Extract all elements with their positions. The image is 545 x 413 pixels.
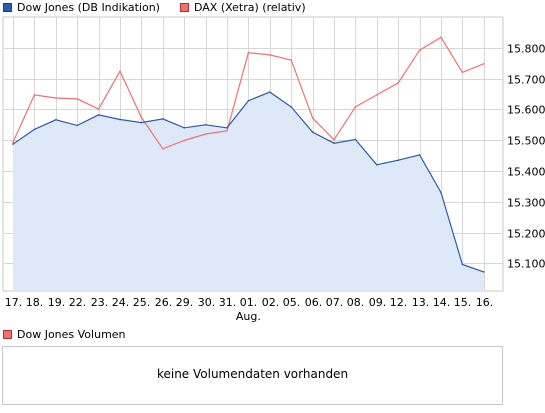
dow-jones-point xyxy=(354,138,357,141)
x-tick-label: 08. xyxy=(347,296,365,309)
y-tick-label: 15.400 xyxy=(507,166,545,179)
dow-jones-point xyxy=(333,142,335,144)
dax-point xyxy=(461,71,464,74)
x-tick-label: 17. xyxy=(5,296,23,309)
legend-swatch-dow-jones xyxy=(3,3,12,12)
dax-point xyxy=(333,139,335,141)
dax-point xyxy=(418,49,421,51)
dax-point xyxy=(354,106,357,108)
legend-label-dow-jones: Dow Jones (DB Indikation) xyxy=(17,1,160,14)
chart-legend: Dow Jones (DB Indikation) DAX (Xetra) (r… xyxy=(0,0,545,16)
dow-jones-point xyxy=(140,121,143,124)
dow-jones-area xyxy=(13,92,484,291)
x-tick-label: 25. xyxy=(133,296,151,309)
x-tick-label: 29. xyxy=(176,296,194,309)
dow-jones-point xyxy=(97,114,100,116)
x-tick-label: 24. xyxy=(112,296,130,309)
dax-point xyxy=(76,98,78,100)
y-tick-label: 15.800 xyxy=(507,43,545,56)
legend-item-dax: DAX (Xetra) (relativ) xyxy=(180,1,306,14)
dax-point xyxy=(311,117,314,119)
dow-jones-point xyxy=(226,127,228,129)
y-tick-label: 15.300 xyxy=(507,197,545,210)
dow-jones-point xyxy=(461,263,464,266)
dax-point xyxy=(440,36,442,39)
x-tick-label: 15. xyxy=(454,296,472,309)
x-tick-label: 09. xyxy=(369,296,387,309)
dow-jones-point xyxy=(418,154,421,156)
dow-jones-point xyxy=(33,128,36,131)
x-tick-label: 30. xyxy=(198,296,216,309)
dow-jones-point xyxy=(290,106,293,108)
dow-jones-point xyxy=(311,131,314,133)
dax-point xyxy=(226,130,228,132)
x-tick-label: 13. xyxy=(412,296,430,309)
dax-point xyxy=(247,51,250,54)
y-tick-label: 15.600 xyxy=(507,104,545,117)
x-tick-label: 12. xyxy=(390,296,408,309)
x-tick-label: 01. xyxy=(240,296,258,309)
dow-jones-point xyxy=(397,159,400,161)
dow-jones-point xyxy=(483,271,485,273)
x-tick-label: 14. xyxy=(433,296,451,309)
volume-panel: keine Volumendaten vorhanden xyxy=(2,346,503,405)
dax-point xyxy=(97,108,100,110)
dax-point xyxy=(376,94,378,96)
dow-jones-point xyxy=(247,99,250,102)
dax-point xyxy=(290,59,293,61)
dax-point xyxy=(119,70,121,72)
dax-point xyxy=(269,54,271,56)
legend-item-dow-jones: Dow Jones (DB Indikation) xyxy=(3,1,160,14)
x-tick-label: 31. xyxy=(219,296,237,309)
x-tick-label: 07. xyxy=(326,296,344,309)
y-tick-label: 15.200 xyxy=(507,228,545,241)
dax-point xyxy=(140,116,143,119)
dow-jones-point xyxy=(162,118,164,120)
dax-point xyxy=(397,82,400,84)
x-tick-label: 06. xyxy=(305,296,323,309)
legend-swatch-volume xyxy=(3,330,12,339)
dow-jones-point xyxy=(183,127,185,129)
volume-legend-label: Dow Jones Volumen xyxy=(17,328,126,341)
x-tick-label: 16. xyxy=(476,296,494,309)
dax-point xyxy=(183,139,185,142)
dow-jones-point xyxy=(55,119,57,121)
x-tick-label: 18. xyxy=(26,296,44,309)
x-tick-label: 02. xyxy=(262,296,280,309)
y-tick-label: 15.500 xyxy=(507,135,545,148)
legend-label-dax: DAX (Xetra) (relativ) xyxy=(194,1,306,14)
y-tick-label: 15.700 xyxy=(507,74,545,87)
dax-point xyxy=(12,141,14,144)
dow-jones-point xyxy=(119,118,121,121)
x-month-label: Aug. xyxy=(236,310,261,323)
volume-empty-message: keine Volumendaten vorhanden xyxy=(156,367,349,381)
dow-jones-point xyxy=(204,124,207,126)
dow-jones-point xyxy=(376,164,378,166)
dow-jones-point xyxy=(440,191,442,194)
dax-point xyxy=(33,94,36,96)
dax-point xyxy=(204,133,207,135)
dax-point xyxy=(162,148,164,150)
dow-jones-point xyxy=(12,143,14,145)
x-tick-label: 05. xyxy=(283,296,301,309)
legend-swatch-dax xyxy=(180,3,189,12)
dow-jones-point xyxy=(269,91,271,93)
y-tick-label: 15.100 xyxy=(507,258,545,271)
dax-point xyxy=(55,97,57,99)
volume-legend: Dow Jones Volumen xyxy=(0,328,126,341)
x-tick-label: 19. xyxy=(48,296,66,309)
x-tick-label: 23. xyxy=(91,296,109,309)
x-tick-label: 22. xyxy=(69,296,87,309)
price-chart: 15.100 15.200 15.300 15.400 15.500 15.600 15.7… xyxy=(2,16,545,323)
x-tick-label: 26. xyxy=(155,296,173,309)
dow-jones-point xyxy=(76,124,78,127)
dax-point xyxy=(483,63,485,65)
